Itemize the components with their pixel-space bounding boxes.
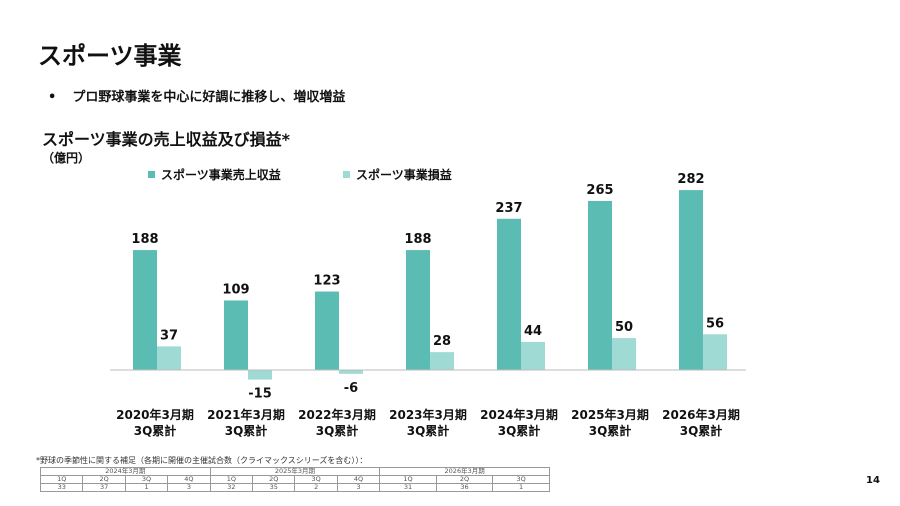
table-cell: 3 xyxy=(336,483,381,492)
category-label: 3Q累計 xyxy=(589,423,632,438)
table-header-row: 2024年3月期 2025年3月期 2026年3月期 xyxy=(40,467,550,476)
category-label: 2024年3月期 xyxy=(480,407,558,422)
table-cell: 33 xyxy=(39,483,84,492)
table-quarter-row: 1Q 2Q 3Q 4Q 1Q 2Q 3Q 4Q 1Q 2Q 3Q xyxy=(39,475,550,484)
bar xyxy=(612,338,636,370)
data-label: 44 xyxy=(524,324,542,339)
page-title: スポーツ事業 xyxy=(38,42,182,70)
page-number: 14 xyxy=(866,475,880,486)
chart-title: スポーツ事業の売上収益及び損益* xyxy=(42,130,291,149)
data-label: 188 xyxy=(404,232,431,247)
bullet-icon: • xyxy=(48,90,57,105)
category-label: 3Q累計 xyxy=(498,423,541,438)
bar xyxy=(588,200,612,370)
data-label: 265 xyxy=(586,183,613,198)
category-label: 2020年3月期 xyxy=(116,407,194,422)
category-label: 2022年3月期 xyxy=(298,407,376,422)
bar xyxy=(497,218,521,370)
table-cell: 3 xyxy=(167,483,211,492)
category-label: 3Q累計 xyxy=(407,423,450,438)
category-label: 3Q累計 xyxy=(680,423,723,438)
table-cell: 1 xyxy=(492,483,550,492)
table-cell: 31 xyxy=(379,483,437,492)
data-label: -6 xyxy=(344,381,358,396)
category-label: 2023年3月期 xyxy=(389,407,467,422)
data-label: 50 xyxy=(615,320,633,335)
legend-revenue: スポーツ事業売上収益 xyxy=(148,166,281,183)
category-label: 3Q累計 xyxy=(134,423,177,438)
bar xyxy=(430,352,454,370)
data-label: 237 xyxy=(495,201,522,216)
table-cell: 35 xyxy=(252,483,296,492)
legend-swatch xyxy=(148,171,155,178)
legend-label: スポーツ事業売上収益 xyxy=(161,168,281,182)
data-label: 109 xyxy=(222,282,249,297)
data-label: 123 xyxy=(313,274,340,289)
bar xyxy=(157,346,181,370)
bar xyxy=(703,334,727,370)
legend-swatch xyxy=(343,171,350,178)
data-label: 28 xyxy=(433,334,451,349)
table-cell: 2 xyxy=(294,483,338,492)
data-label: 282 xyxy=(677,172,704,187)
data-label: 188 xyxy=(131,232,158,247)
bullet-text: プロ野球事業を中心に好調に推移し、増収増益 xyxy=(72,90,346,105)
bar xyxy=(248,370,272,380)
data-label: -15 xyxy=(248,387,272,402)
legend-profit: スポーツ事業損益 xyxy=(343,166,452,183)
category-label: 2026年3月期 xyxy=(662,407,740,422)
footnote: *野球の季節性に関する補足（各期に開催の主催試合数（クライマックスシリーズを含む… xyxy=(36,456,368,465)
category-label: 3Q累計 xyxy=(225,423,268,438)
table-cell: 37 xyxy=(82,483,126,492)
bar xyxy=(315,291,339,370)
bar xyxy=(133,250,157,370)
bar xyxy=(339,370,363,374)
season-table: 2024年3月期 2025年3月期 2026年3月期 1Q 2Q 3Q 4Q 1Q 2Q 3Q 4Q… xyxy=(39,467,550,492)
data-label: 37 xyxy=(160,328,178,343)
category-label: 2025年3月期 xyxy=(571,407,649,422)
category-label: 2021年3月期 xyxy=(207,407,285,422)
chart-unit: （億円） xyxy=(42,151,91,165)
table-cell: 1 xyxy=(124,483,169,492)
bar xyxy=(224,300,248,370)
bar xyxy=(521,341,545,370)
data-label: 56 xyxy=(706,316,724,331)
bar xyxy=(406,250,430,370)
legend-label: スポーツ事業損益 xyxy=(356,168,452,182)
table-row: 33 37 1 3 32 35 2 3 31 36 1 xyxy=(39,483,550,492)
table-cell: 32 xyxy=(209,483,254,492)
bar xyxy=(679,190,703,370)
category-label: 3Q累計 xyxy=(316,423,359,438)
bullet-point: • プロ野球事業を中心に好調に推移し、増収増益 xyxy=(48,86,345,105)
table-cell: 36 xyxy=(435,483,494,492)
